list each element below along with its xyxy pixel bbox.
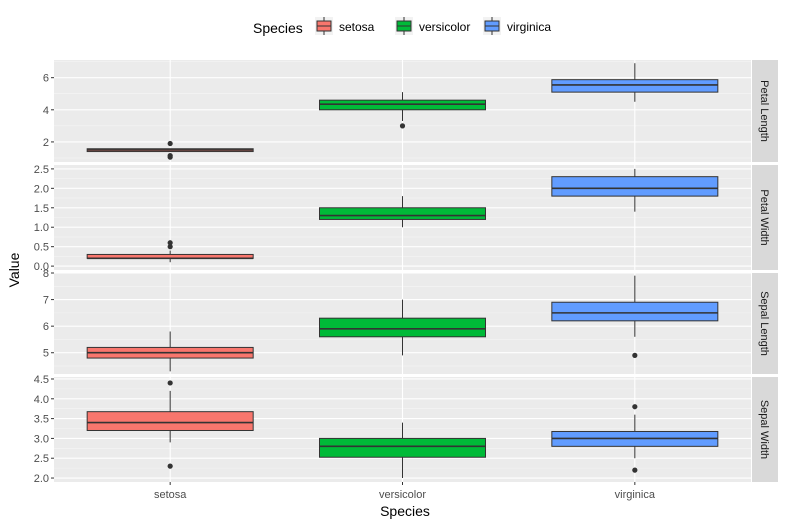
facet-panel: 0.0 0.5 1.0 1.5 2.0 2.5 Petal Width — [34, 164, 778, 273]
y-tick-label: 0.0 — [34, 261, 49, 273]
box-rect — [319, 317, 486, 338]
box-versicolor — [319, 196, 486, 228]
y-axis-title: Value — [6, 252, 22, 287]
outlier-point — [632, 352, 638, 358]
legend-title: Species — [253, 20, 303, 36]
y-tick-label: 7 — [43, 295, 49, 307]
outlier-point — [632, 404, 638, 410]
facets: 2 4 6 Petal Length 0.0 0.5 1.0 1.5 2.0 2.5 Petal W… — [34, 60, 778, 485]
outlier-point — [167, 463, 173, 469]
box-rect — [319, 437, 486, 458]
outlier-point — [632, 467, 638, 473]
box-rect — [551, 301, 719, 322]
outlier-point — [167, 240, 173, 246]
y-tick-label: 3.0 — [34, 433, 49, 445]
x-tick-label: versicolor — [379, 489, 426, 501]
y-tick-label: 2.5 — [34, 453, 49, 465]
x-tick-label: setosa — [154, 489, 187, 501]
y-tick-label: 2.5 — [34, 164, 49, 176]
box-rect — [319, 99, 486, 111]
box-virginica — [551, 168, 719, 212]
x-tick-label: virginica — [615, 489, 656, 501]
y-tick-label: 5 — [43, 348, 49, 360]
outlier-point — [167, 380, 173, 386]
strip-background — [752, 165, 778, 270]
legend-entry: virginica — [483, 17, 551, 35]
box-virginica — [551, 63, 719, 102]
y-tick-label: 1.5 — [34, 203, 49, 215]
y-tick-label: 2.0 — [34, 473, 49, 485]
y-tick-label: 6 — [43, 321, 49, 333]
legend-label: versicolor — [419, 20, 470, 34]
facet-panel: 2.0 2.5 3.0 3.5 4.0 4.5 Sepal Width — [34, 374, 778, 485]
box-versicolor — [319, 92, 486, 129]
box-rect — [551, 176, 719, 197]
box-setosa — [86, 331, 254, 372]
strip-background — [752, 60, 778, 162]
strip-label: Petal Length — [758, 80, 770, 142]
legend-entry: versicolor — [395, 17, 470, 35]
outlier-point — [399, 123, 406, 129]
strip-label: Sepal Length — [758, 291, 770, 356]
box-rect — [319, 207, 486, 220]
y-tick-label: 6 — [43, 73, 49, 85]
y-tick-label: 2 — [43, 137, 49, 149]
box-versicolor — [319, 299, 486, 356]
legend-label: virginica — [507, 20, 551, 34]
y-tick-label: 4.5 — [34, 374, 49, 386]
box-setosa — [86, 140, 254, 160]
y-tick-label: 2.0 — [34, 183, 49, 195]
strip-background — [752, 377, 778, 482]
y-tick-label: 4 — [43, 105, 49, 117]
y-tick-label: 3.5 — [34, 414, 49, 426]
strip-label: Sepal Width — [758, 400, 770, 459]
x-axis-title: Species — [380, 503, 430, 519]
y-tick-label: 8 — [43, 268, 49, 280]
facet-panel: 2 4 6 Petal Length — [43, 60, 778, 162]
box-versicolor — [319, 422, 486, 479]
outlier-point — [167, 244, 173, 250]
y-tick-label: 4.0 — [34, 394, 49, 406]
y-tick-label: 0.5 — [34, 242, 49, 254]
legend-label: setosa — [339, 20, 375, 34]
y-tick-label: 1.0 — [34, 222, 49, 234]
strip-label: Petal Width — [758, 189, 770, 245]
outlier-point — [167, 152, 173, 159]
box-setosa — [86, 240, 254, 263]
box-rect — [551, 79, 719, 93]
legend-entry: setosa — [315, 17, 375, 35]
x-axis: setosa versicolor virginica — [154, 482, 656, 501]
legend: Species setosa versicolor virginica — [253, 17, 551, 36]
box-virginica — [551, 404, 719, 473]
strip-background — [752, 273, 778, 374]
outlier-point — [167, 140, 173, 147]
box-setosa — [86, 380, 254, 469]
box-rect — [86, 411, 254, 431]
facet-panel: 5 6 7 8 Sepal Length — [43, 268, 778, 374]
box-virginica — [551, 275, 719, 358]
